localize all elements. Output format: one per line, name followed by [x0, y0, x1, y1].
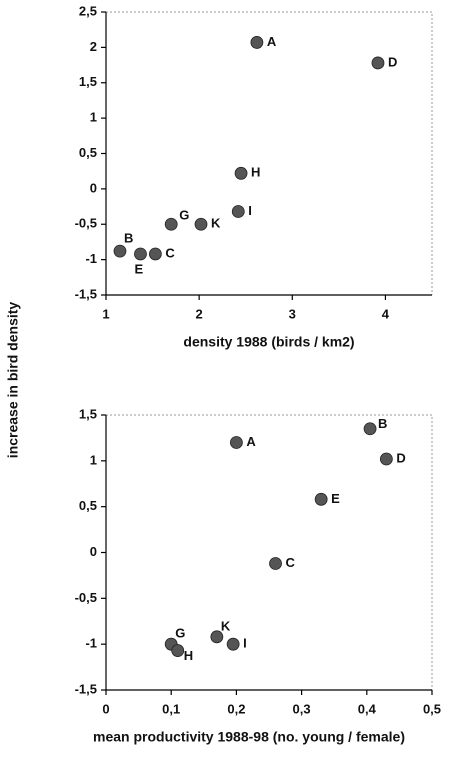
point	[113, 244, 127, 258]
point-label: A	[246, 434, 256, 449]
x-axis-label: mean productivity 1988-98 (no. young / f…	[93, 729, 405, 745]
y-axis-label: increase in bird density	[5, 302, 21, 459]
point-label: I	[248, 203, 252, 218]
point-label: C	[165, 245, 175, 260]
point	[229, 436, 243, 449]
point-label: A	[267, 34, 277, 49]
x-tick-label: 0,1	[162, 701, 180, 716]
y-tick-label: 0	[90, 180, 97, 195]
point	[164, 217, 178, 231]
x-tick-label: 4	[382, 306, 390, 321]
point-label: I	[243, 636, 247, 651]
point-label: G	[179, 208, 189, 223]
point-label: H	[251, 165, 260, 180]
y-tick-label: 0	[90, 544, 97, 559]
plot-frame	[106, 414, 433, 690]
y-tick-label: -1,5	[75, 286, 97, 301]
point	[379, 452, 393, 466]
y-tick-label: -1,5	[75, 681, 97, 696]
plot-frame	[106, 11, 433, 295]
x-tick-label: 0,5	[423, 701, 441, 716]
point	[194, 217, 208, 231]
y-tick-label: 2	[90, 39, 97, 54]
point-label: H	[184, 648, 193, 663]
x-tick-label: 0	[102, 701, 109, 716]
x-tick-label: 0,4	[358, 701, 377, 716]
y-tick-label: 0,5	[79, 145, 97, 160]
point-label: D	[396, 450, 405, 465]
x-tick-label: 3	[289, 306, 296, 321]
point-label: C	[286, 555, 296, 570]
point-label: E	[331, 491, 340, 506]
x-tick-label: 0,3	[293, 701, 311, 716]
point-label: D	[388, 54, 397, 69]
point-label: B	[378, 416, 387, 431]
point	[226, 637, 240, 651]
y-tick-label: 0,5	[79, 498, 97, 513]
y-tick-label: -0,5	[75, 590, 97, 605]
point-label: G	[175, 626, 185, 641]
point-label: E	[134, 261, 143, 276]
y-tick-label: 2,5	[79, 3, 97, 18]
point	[234, 166, 248, 180]
y-tick-label: -1	[85, 636, 97, 651]
point	[314, 492, 328, 506]
point	[371, 56, 385, 70]
x-tick-label: 2	[196, 306, 203, 321]
y-tick-label: 1	[90, 110, 97, 125]
point	[231, 205, 245, 218]
point-label: K	[211, 216, 221, 231]
x-tick-label: 0,2	[227, 701, 245, 716]
point	[269, 557, 282, 570]
point-label: B	[124, 231, 133, 246]
x-axis-label: density 1988 (birds / km2)	[183, 334, 354, 350]
point	[171, 644, 185, 657]
point	[134, 247, 147, 261]
y-tick-label: -1	[85, 251, 97, 266]
y-tick-label: 1	[90, 452, 97, 467]
x-tick-label: 1	[102, 306, 109, 321]
point	[210, 630, 224, 644]
point-label: K	[221, 618, 231, 633]
y-tick-label: -0,5	[75, 216, 97, 231]
point	[250, 36, 264, 49]
y-tick-label: 1,5	[79, 406, 97, 421]
y-tick-label: 1,5	[79, 74, 97, 89]
point	[363, 422, 377, 436]
point	[148, 247, 162, 261]
